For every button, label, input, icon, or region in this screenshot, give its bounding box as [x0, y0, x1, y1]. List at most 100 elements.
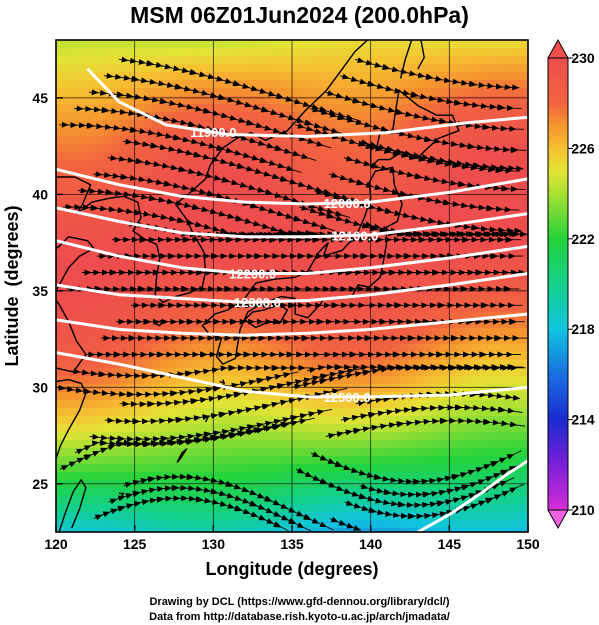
field-cell [432, 456, 441, 465]
field-cell [472, 312, 481, 321]
field-cell [64, 296, 73, 305]
field-cell [168, 56, 177, 65]
field-cell [240, 488, 249, 497]
field-cell [56, 336, 65, 345]
field-cell [104, 440, 113, 449]
field-cell [56, 216, 65, 225]
field-cell [80, 280, 89, 289]
field-cell [144, 216, 153, 225]
field-cell [480, 240, 489, 249]
field-cell [280, 336, 289, 345]
x-tick-label: 140 [359, 536, 383, 552]
field-cell [296, 488, 305, 497]
field-cell [224, 40, 233, 49]
field-cell [424, 248, 433, 257]
field-cell [368, 456, 377, 465]
field-cell [56, 440, 65, 449]
field-cell [280, 80, 289, 89]
field-cell [352, 440, 361, 449]
field-cell [88, 160, 97, 169]
field-cell [280, 256, 289, 265]
field-cell [512, 120, 521, 129]
height-contour [417, 459, 528, 532]
field-cell [424, 368, 433, 377]
field-cell [384, 96, 393, 105]
field-cell [136, 456, 145, 465]
field-cell [128, 64, 137, 73]
field-cell [472, 432, 481, 441]
field-cell [128, 144, 137, 153]
field-cell [224, 440, 233, 449]
field-cell [472, 416, 481, 425]
field-cell [192, 248, 201, 257]
field-cell [368, 48, 377, 57]
field-cell [208, 104, 217, 113]
field-cell [496, 40, 505, 49]
streamline-arrow [297, 253, 305, 260]
field-cell [136, 360, 145, 369]
field-cell [408, 296, 417, 305]
field-cell [240, 288, 249, 297]
field-cell [360, 112, 369, 121]
field-cell [80, 40, 89, 49]
streamline-arrow [137, 285, 145, 292]
streamline-arrow [143, 318, 151, 325]
field-cell [432, 528, 441, 532]
field-cell [512, 392, 521, 401]
field-cell [312, 144, 321, 153]
streamline-arrow [146, 60, 154, 67]
field-cell [488, 296, 497, 305]
field-cell [312, 264, 321, 273]
field-cell [216, 48, 225, 57]
field-cell [64, 440, 73, 449]
field-cell [440, 248, 449, 257]
field-cell [320, 472, 329, 481]
streamline-arrow [141, 372, 149, 379]
field-cell [208, 56, 217, 65]
field-cell [120, 272, 129, 281]
field-cell [464, 56, 473, 65]
field-cell [168, 144, 177, 153]
field-cell [464, 352, 473, 361]
field-cell [200, 464, 209, 473]
field-cell [224, 344, 233, 353]
field-cell [248, 472, 257, 481]
field-cell [80, 328, 89, 337]
field-cell [248, 248, 257, 257]
field-cell [248, 296, 257, 305]
field-cell [432, 408, 441, 417]
streamline-arrow [505, 236, 513, 243]
field-cell [224, 104, 233, 113]
field-cell [408, 264, 417, 273]
field-cell [264, 64, 273, 73]
field-cell [328, 104, 337, 113]
field-cell [296, 224, 305, 233]
field-cell [280, 248, 289, 257]
coastline-segment [56, 236, 95, 292]
field-cell [320, 312, 329, 321]
field-cell [328, 256, 337, 265]
field-cell [152, 504, 161, 513]
field-cell [264, 272, 273, 281]
height-contour [86, 67, 528, 138]
field-cell [136, 240, 145, 249]
field-cell [72, 120, 81, 129]
field-cell [152, 48, 161, 57]
field-cell [248, 400, 257, 409]
field-cell [280, 40, 289, 49]
field-cell [312, 336, 321, 345]
field-cell [128, 352, 137, 361]
field-cell [328, 248, 337, 257]
field-cell [320, 272, 329, 281]
field-cell [56, 80, 65, 89]
field-cell [88, 344, 97, 353]
field-cell [368, 480, 377, 489]
streamline-arrow [246, 424, 255, 431]
field-cell [144, 280, 153, 289]
field-cell [312, 248, 321, 257]
field-cell [344, 88, 353, 97]
field-cell [128, 256, 137, 265]
height-contour [56, 272, 528, 304]
field-cell [120, 224, 129, 233]
